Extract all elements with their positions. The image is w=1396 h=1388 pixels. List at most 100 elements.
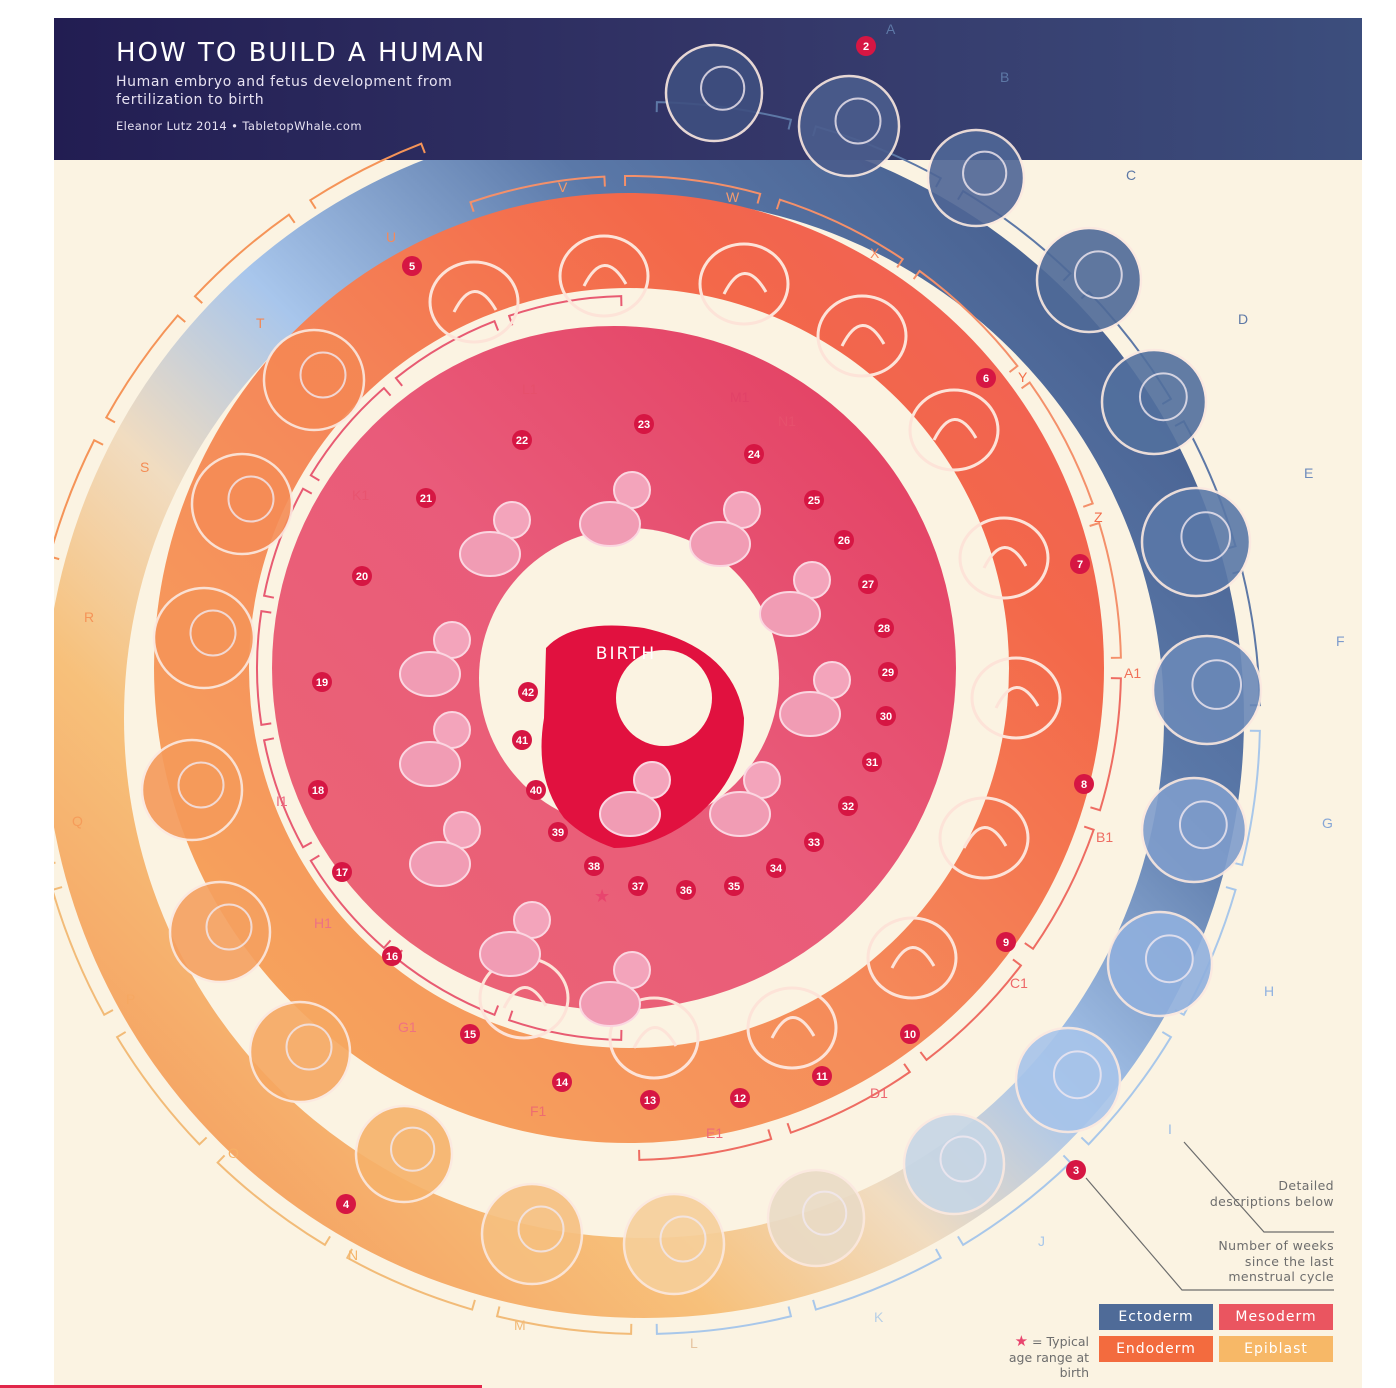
week-badge	[804, 832, 824, 852]
embryo-cell-icon	[1140, 486, 1252, 598]
week-label: 11	[816, 1071, 828, 1083]
week-badge	[548, 822, 568, 842]
embryo-cell-icon	[962, 150, 1008, 196]
week-label: 38	[588, 861, 600, 873]
bracket	[1232, 729, 1261, 867]
week-label: 14	[556, 1077, 569, 1089]
legend-mesoderm: Mesoderm	[1219, 1304, 1333, 1330]
legend-epiblast: Epiblast	[1219, 1336, 1333, 1362]
embryo-glyphs	[140, 43, 1263, 1296]
embryo-cell-icon	[1144, 934, 1194, 984]
bracket	[469, 175, 606, 213]
embryo-cell-icon	[834, 97, 882, 145]
week-badge	[552, 1072, 572, 1092]
star-legend-text: = Typical age range at birth	[1008, 1334, 1089, 1380]
week-badge	[332, 862, 352, 882]
birth-label: BIRTH	[596, 644, 656, 664]
embryo-icon	[866, 916, 958, 1000]
embryo-icon	[582, 264, 628, 287]
week-badge	[512, 430, 532, 450]
bracket	[623, 175, 762, 204]
embryo-icon	[452, 290, 498, 313]
week-label: 21	[420, 493, 432, 505]
week-badge	[1074, 774, 1094, 794]
week-label: 6	[983, 373, 989, 385]
star-icon: ★	[1014, 1332, 1029, 1350]
week-label: 7	[1077, 559, 1083, 571]
stage-label: U	[386, 229, 396, 245]
stage-label: D	[1238, 311, 1248, 327]
embryo-cell-icon	[939, 1135, 987, 1183]
week-badge	[640, 1090, 660, 1110]
stage-label: A1	[1124, 665, 1141, 681]
embryo-cell-icon	[1138, 372, 1188, 422]
week-label: 2	[863, 41, 869, 53]
embryo-icon	[558, 234, 650, 318]
embryo-icon	[722, 272, 768, 295]
poster: A B C D E F G H I J K L M N O P Q R S T …	[54, 18, 1362, 1388]
week-label: 9	[1003, 937, 1009, 949]
stage-label: K1	[352, 487, 369, 503]
week-badge	[744, 444, 764, 464]
fetus-icon	[479, 931, 541, 977]
poster-subtitle: Human embryo and fetus development from …	[116, 74, 453, 108]
embryo-cell-icon	[190, 452, 294, 556]
week-badge	[730, 1088, 750, 1108]
stage-label: D1	[870, 1085, 888, 1101]
week-badges	[308, 36, 1094, 1214]
week-label: 13	[644, 1095, 656, 1107]
week-badge	[512, 730, 532, 750]
embryo-cell-icon	[659, 1215, 707, 1263]
fetus-icon	[579, 981, 641, 1027]
embryo-icon	[938, 796, 1030, 880]
bracket	[262, 737, 313, 849]
stage-label: P	[126, 991, 135, 1007]
week-label: 30	[880, 711, 892, 723]
bracket	[1090, 677, 1122, 812]
stage-label: G1	[398, 1019, 417, 1035]
week-badge	[804, 490, 824, 510]
stage-label: G	[1322, 815, 1333, 831]
embryo-cell-icon	[354, 1104, 454, 1204]
embryo-cell-icon	[802, 1190, 848, 1236]
week-label: 33	[808, 837, 820, 849]
embryo-icon	[962, 826, 1008, 849]
week-badge	[874, 618, 894, 638]
stage-label: O	[228, 1145, 239, 1161]
embryo-icon	[746, 986, 838, 1070]
bracket	[216, 1154, 331, 1247]
header: HOW TO BUILD A HUMAN Human embryo and fe…	[54, 18, 1362, 160]
embryo-cell-icon	[1178, 800, 1228, 850]
week-badge	[1066, 1160, 1086, 1180]
embryo-cell-icon	[1191, 659, 1243, 710]
bracket	[394, 319, 500, 387]
week-label: 18	[312, 785, 324, 797]
page-progress-line	[0, 1385, 482, 1388]
bracket	[638, 1129, 773, 1161]
stage-label: K	[874, 1309, 884, 1325]
legend-ectoderm: Ectoderm	[1099, 1304, 1213, 1330]
stage-label: N1	[778, 413, 796, 429]
embryo-cell-icon	[1014, 1026, 1122, 1134]
bracket	[345, 1248, 476, 1311]
week-label: 35	[728, 881, 740, 893]
week-label: 10	[904, 1029, 916, 1041]
embryo-cell-icon	[1035, 226, 1143, 334]
week-badge	[460, 1024, 480, 1044]
stage-label: I1	[276, 793, 288, 809]
embryo-cell-icon	[1073, 250, 1123, 300]
week-badge	[976, 368, 996, 388]
week-badge	[1070, 554, 1090, 574]
fetus-icon	[579, 501, 641, 547]
embryo-icon	[982, 546, 1028, 569]
embryo-cell-icon	[664, 43, 764, 143]
week-label: 8	[1081, 779, 1087, 791]
stage-label: L1	[522, 381, 538, 397]
bracket	[308, 142, 426, 210]
stage-label: M	[514, 1317, 526, 1333]
bracket	[786, 1063, 912, 1134]
week-label: 22	[516, 435, 528, 447]
stage-label: W	[726, 189, 740, 205]
stage-label: H	[1264, 983, 1274, 999]
embryo-cell-icon	[1151, 634, 1263, 746]
